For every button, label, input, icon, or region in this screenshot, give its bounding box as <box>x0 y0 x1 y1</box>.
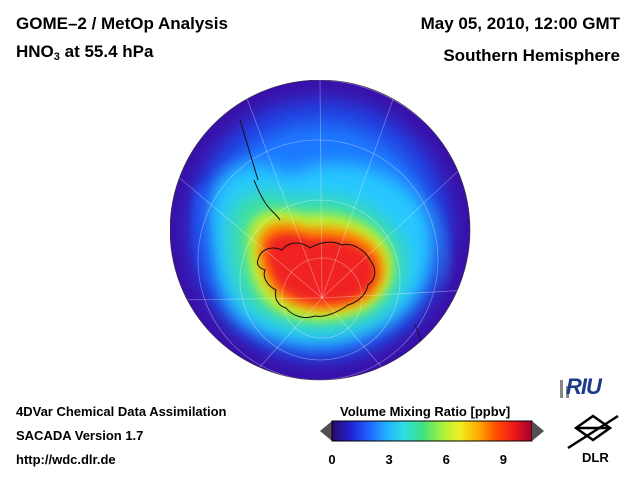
species-level: at 55.4 hPa <box>59 42 154 61</box>
colorbar-gradient <box>331 420 533 442</box>
colorbar <box>320 420 544 442</box>
south-america-tip <box>239 119 259 181</box>
species-name: HNO <box>16 42 54 61</box>
field-streak-west <box>195 180 215 300</box>
antarctica-coastline <box>256 241 376 319</box>
datetime-label: May 05, 2010, 12:00 GMT <box>420 14 620 33</box>
field-streak-east <box>430 200 448 295</box>
footer-url[interactable]: http://wdc.dlr.de <box>16 452 116 467</box>
riu-logo: RIU <box>566 374 602 399</box>
colorbar-high-arrow <box>532 421 544 441</box>
colorbar-tick-9: 9 <box>499 452 508 467</box>
australia-coast <box>287 379 361 380</box>
colorbar-low-arrow <box>320 421 332 441</box>
colorbar-title: Volume Mixing Ratio [ppbv] <box>340 404 511 419</box>
map-title: GOME–2 / MetOp Analysis <box>16 14 228 33</box>
region-label: Southern Hemisphere <box>443 46 620 65</box>
field-core-red <box>265 232 377 305</box>
graticule <box>170 80 470 380</box>
colorbar-tick-0: 0 <box>328 452 336 467</box>
dlr-logo-text: DLR <box>582 450 609 465</box>
hemisphere-map <box>170 80 471 381</box>
globe-outline <box>170 80 471 381</box>
species-subscript: 3 <box>53 51 60 63</box>
footer-version: SACADA Version 1.7 <box>16 428 144 443</box>
footer-method: 4DVar Chemical Data Assimilation <box>16 404 227 419</box>
riu-logo-icon <box>560 380 569 398</box>
species-label: HNO3 at 55.4 hPa <box>16 42 153 63</box>
dlr-logo-icon <box>567 414 619 450</box>
antarctic-peninsula <box>253 179 281 221</box>
colorbar-tick-3: 3 <box>385 452 393 467</box>
colorbar-tick-6: 6 <box>442 452 450 467</box>
